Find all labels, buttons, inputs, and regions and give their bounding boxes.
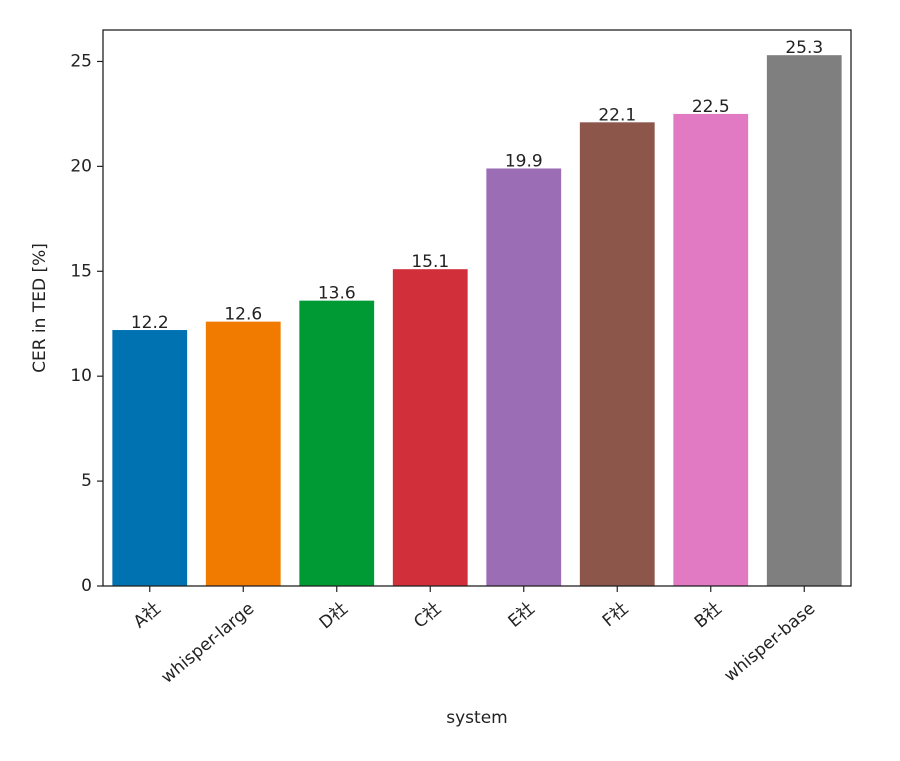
x-tick-label: whisper-large (158, 599, 259, 688)
bar-value-label-5: 19.9 (505, 151, 543, 171)
x-tick-label: A社 (130, 599, 165, 633)
bar-value-label-8: 25.3 (785, 38, 823, 58)
bar-value-label-7: 22.5 (692, 97, 730, 117)
bar-3 (299, 300, 375, 586)
y-tick-label: 5 (81, 471, 92, 491)
y-tick-label: 25 (70, 51, 92, 71)
bar-5 (486, 168, 562, 587)
bar-value-label-2: 12.6 (224, 305, 262, 325)
bar-value-label-3: 13.6 (318, 284, 356, 304)
bar-7 (673, 113, 749, 586)
x-tick-label: B社 (691, 599, 726, 633)
plot-frame (102, 29, 852, 587)
y-tick-label: 0 (81, 576, 92, 596)
bar-1 (112, 330, 188, 586)
x-tick-label: whisper-base (720, 599, 819, 686)
bar-6 (579, 122, 655, 586)
bar-value-label-6: 22.1 (598, 105, 636, 125)
x-tick-label: E社 (505, 599, 539, 632)
bar-value-labels: 12.2 12.6 13.6 15.1 19.9 22.1 22.5 25.3 (131, 38, 823, 333)
x-tick-label: D社 (316, 599, 352, 634)
bar-value-label-4: 15.1 (411, 252, 449, 272)
y-axis-label: CER in TED [%] (30, 243, 50, 373)
bar-value-label-1: 12.2 (131, 313, 169, 333)
x-axis-label: system (446, 708, 507, 728)
bar-8 (766, 55, 842, 586)
x-tick-label: F社 (599, 599, 632, 632)
bars (112, 55, 842, 587)
x-tick-label: C社 (410, 599, 445, 633)
y-tick-label: 15 (70, 261, 92, 281)
y-axis: 0 5 10 15 20 25 (70, 51, 103, 596)
bar-2 (205, 321, 281, 586)
y-tick-label: 20 (70, 156, 92, 176)
y-tick-label: 10 (70, 366, 92, 386)
bar-4 (392, 269, 468, 586)
